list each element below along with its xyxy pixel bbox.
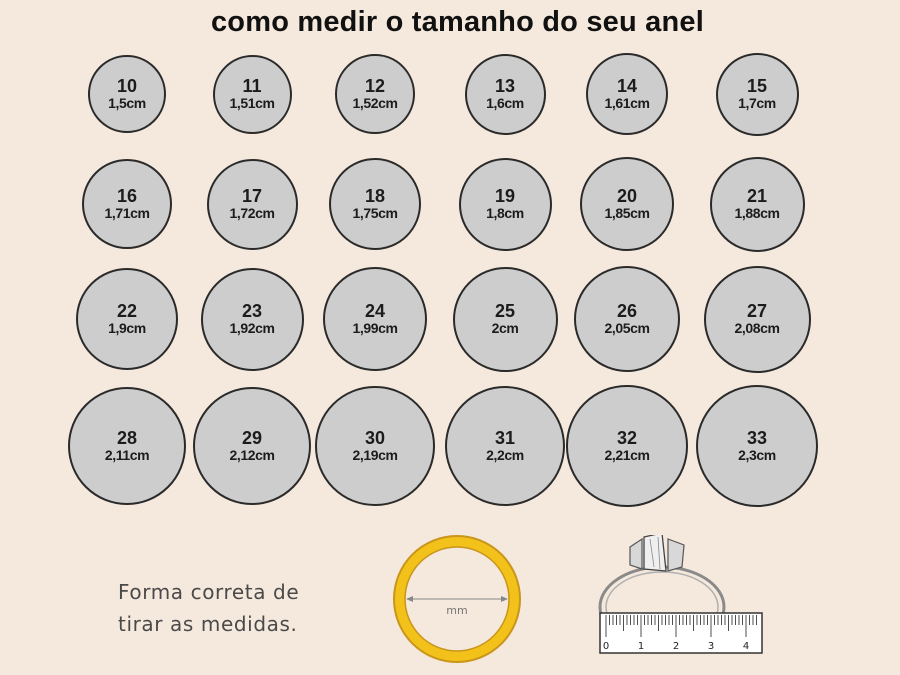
ring-size-number: 15	[746, 76, 768, 97]
ring-size-number: 25	[494, 301, 516, 322]
ring-size-13: 13 1,6cm	[464, 53, 546, 135]
ring-size-diameter: 2,3cm	[738, 447, 776, 464]
ring-size-26: 26 2,05cm	[574, 266, 680, 372]
ring-size-diameter: 2,05cm	[604, 320, 650, 337]
ring-size-diameter: 1,7cm	[738, 95, 776, 112]
ring-size-19: 19 1,8cm	[458, 157, 552, 251]
ring-size-23: 23 1,92cm	[200, 267, 304, 371]
ruler-label: 0	[603, 641, 609, 652]
ring-size-number: 20	[616, 186, 638, 207]
ring-size-29: 29 2,12cm	[192, 386, 312, 506]
ring-size-12: 12 1,52cm	[335, 54, 415, 134]
ring-size-30: 30 2,19cm	[315, 386, 435, 506]
ring-size-diameter: 2cm	[491, 320, 519, 337]
ring-on-ruler-illustration: 0 1 2 3 4	[598, 535, 763, 654]
ring-size-20: 20 1,85cm	[580, 157, 674, 251]
ring-size-diameter: 2,12cm	[229, 447, 275, 464]
ruler-label: 1	[638, 641, 644, 652]
ring-size-number: 30	[364, 428, 385, 449]
ring-size-number: 27	[746, 301, 768, 322]
ring-size-diameter: 1,88cm	[734, 205, 780, 222]
ring-size-number: 28	[116, 428, 138, 449]
ring-size-10: 10 1,5cm	[88, 55, 166, 133]
ring-size-number: 23	[241, 301, 263, 322]
ring-size-grid: 10 1,5cm 11 1,51cm 12 1,52cm 13 1,6cm 14 1,61cm 15…	[68, 52, 818, 507]
ring-size-25: 25 2cm	[452, 266, 558, 372]
ring-size-number: 17	[241, 186, 263, 207]
ring-size-32: 32 2,21cm	[566, 385, 688, 507]
ring-size-28: 28 2,11cm	[68, 387, 186, 505]
ring-size-diameter: 2,2cm	[486, 447, 524, 464]
ring-size-diameter: 1,5cm	[108, 95, 146, 112]
ring-size-number: 29	[241, 428, 262, 449]
ring-size-diameter: 2,08cm	[734, 320, 780, 337]
ring-size-number: 11	[242, 76, 262, 97]
ring-size-17: 17 1,72cm	[206, 158, 298, 250]
ring-size-number: 22	[116, 301, 138, 322]
ring-size-diameter: 1,99cm	[352, 320, 398, 337]
ring-size-number: 24	[364, 301, 386, 322]
ruler-label: 3	[708, 641, 714, 652]
ring-size-14: 14 1,61cm	[586, 53, 668, 135]
ring-size-16: 16 1,71cm	[82, 159, 172, 249]
ring-size-diameter: 1,72cm	[229, 205, 275, 222]
ring-size-33: 33 2,3cm	[696, 385, 818, 507]
ring-size-diameter: 1,51cm	[229, 95, 275, 112]
instructions-line-2: tirar as medidas.	[118, 612, 298, 636]
ring-size-number: 16	[116, 186, 138, 207]
ring-size-diameter: 1,75cm	[352, 205, 398, 222]
gold-ring-diameter-illustration: mm	[393, 535, 521, 663]
ring-size-27: 27 2,08cm	[703, 265, 811, 373]
ring-size-diameter: 1,61cm	[604, 95, 650, 112]
ring-size-number: 19	[494, 186, 516, 207]
ring-size-diameter: 2,19cm	[352, 447, 398, 464]
ring-size-number: 10	[116, 76, 138, 97]
ring-size-21: 21 1,88cm	[709, 156, 805, 252]
ring-size-number: 31	[494, 428, 515, 449]
ring-size-number: 13	[494, 76, 516, 97]
instructions-text: Forma correta de tirar as medidas.	[118, 576, 299, 640]
page-title: como medir o tamanho do seu anel	[210, 6, 705, 38]
ring-size-24: 24 1,99cm	[323, 267, 427, 371]
ruler-label: 4	[743, 641, 749, 652]
gold-ring-mm-label: mm	[446, 604, 467, 617]
ring-size-diameter: 1,92cm	[229, 320, 275, 337]
ring-size-11: 11 1,51cm	[212, 54, 292, 134]
ring-size-31: 31 2,2cm	[444, 385, 566, 507]
ring-size-diameter: 1,8cm	[486, 205, 524, 222]
ring-size-number: 14	[616, 76, 638, 97]
ring-size-22: 22 1,9cm	[76, 268, 178, 370]
ring-size-15: 15 1,7cm	[715, 52, 799, 136]
ruler-label: 2	[673, 641, 679, 652]
ring-size-number: 21	[746, 186, 768, 207]
ring-size-number: 26	[616, 301, 638, 322]
ring-size-diameter: 1,6cm	[486, 95, 524, 112]
ring-size-number: 12	[364, 76, 386, 97]
ring-size-diameter: 1,9cm	[108, 320, 146, 337]
ring-size-number: 32	[616, 428, 637, 449]
ring-size-number: 33	[746, 428, 768, 449]
ring-size-18: 18 1,75cm	[329, 158, 421, 250]
ring-size-number: 18	[364, 186, 386, 207]
ring-size-diameter: 2,21cm	[604, 447, 650, 464]
ring-size-diameter: 2,11cm	[104, 447, 150, 464]
ring-size-diameter: 1,52cm	[352, 95, 398, 112]
instructions-line-1: Forma correta de	[118, 580, 300, 604]
ring-size-diameter: 1,71cm	[104, 205, 150, 222]
ring-size-diameter: 1,85cm	[604, 205, 650, 222]
